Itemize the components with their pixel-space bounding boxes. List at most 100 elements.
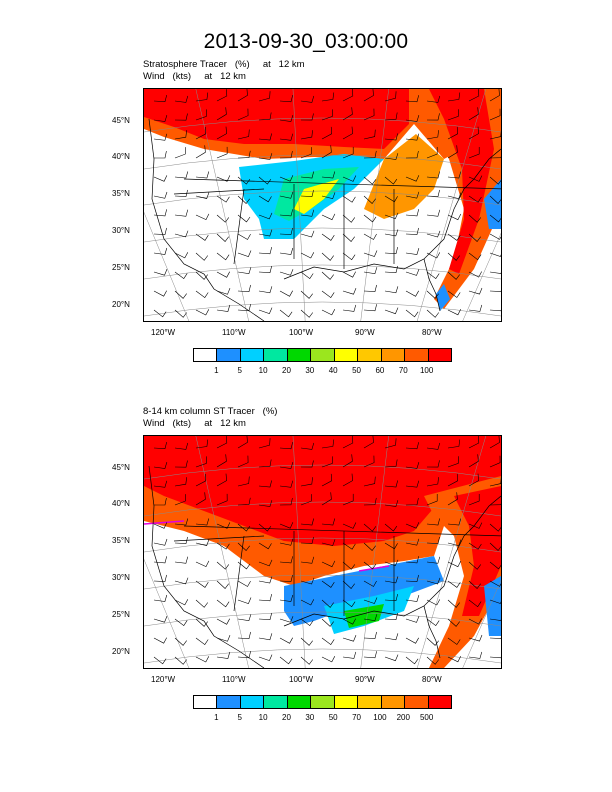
wind-barb bbox=[384, 307, 399, 315]
wind-barb bbox=[405, 191, 420, 199]
colorbar-label: 70 bbox=[352, 713, 361, 722]
wind-barb bbox=[174, 599, 189, 606]
wind-barb bbox=[216, 651, 231, 659]
wind-barb bbox=[342, 175, 357, 182]
wind-barb bbox=[216, 493, 228, 506]
panel-2-field bbox=[144, 436, 501, 668]
panel-1-map bbox=[143, 88, 502, 322]
wind-barb bbox=[153, 480, 168, 488]
wind-barb bbox=[384, 229, 399, 237]
latitude-tick-label: 35°N bbox=[112, 189, 130, 198]
wind-barb bbox=[363, 651, 377, 659]
colorbar-label: 200 bbox=[396, 713, 410, 722]
wind-barb bbox=[195, 309, 210, 316]
wind-barb bbox=[468, 233, 481, 242]
wind-barb bbox=[174, 536, 188, 544]
wind-barb bbox=[447, 637, 461, 645]
wind-barb bbox=[195, 439, 209, 449]
panel-2-map bbox=[143, 435, 502, 669]
wind-barb bbox=[195, 290, 209, 299]
wind-barb bbox=[153, 522, 168, 529]
colorbar-swatch bbox=[216, 349, 240, 361]
figure-title: 2013-09-30_03:00:00 bbox=[203, 30, 409, 53]
wind-barb bbox=[426, 460, 440, 468]
latitude-tick-label: 25°N bbox=[112, 263, 130, 272]
coastlines bbox=[148, 118, 501, 321]
colorbar-label: 30 bbox=[305, 366, 315, 375]
wind-barb bbox=[279, 616, 294, 623]
wind-barb bbox=[342, 493, 354, 506]
wind-barb bbox=[195, 192, 210, 199]
wind-barb bbox=[489, 477, 501, 487]
wind-barb bbox=[216, 473, 227, 487]
wind-barb bbox=[174, 209, 189, 217]
wind-barb bbox=[216, 233, 229, 242]
wind-barb bbox=[174, 271, 188, 280]
panel-1-field bbox=[144, 89, 501, 321]
wind-barb bbox=[300, 536, 314, 544]
wind-barb bbox=[237, 267, 252, 275]
wind-barb bbox=[468, 599, 482, 608]
wind-barb bbox=[174, 577, 189, 585]
wind-barb bbox=[300, 147, 312, 159]
wind-barb bbox=[237, 150, 251, 159]
wind-barb bbox=[279, 480, 294, 488]
wind-barb bbox=[426, 113, 440, 121]
colorbar-swatch bbox=[427, 696, 451, 708]
wind-barb bbox=[279, 462, 294, 469]
wind-barb bbox=[216, 561, 230, 570]
wind-barb bbox=[258, 480, 272, 488]
wind-barb bbox=[426, 209, 441, 217]
wind-barb bbox=[216, 542, 230, 550]
wind-barb bbox=[447, 439, 461, 449]
colorbar-label: 50 bbox=[352, 366, 361, 375]
wind-barb bbox=[279, 556, 293, 564]
wind-barb bbox=[342, 651, 357, 659]
wind-barb bbox=[279, 309, 293, 318]
colorbar-label: 30 bbox=[305, 713, 315, 722]
wind-barb bbox=[153, 656, 167, 665]
latitude-tick-label: 40°N bbox=[112, 499, 130, 508]
wind-barb bbox=[363, 436, 374, 449]
wind-barb bbox=[342, 271, 356, 278]
wind-barb bbox=[300, 309, 314, 318]
wind-barb bbox=[258, 500, 273, 507]
wind-barb bbox=[321, 439, 335, 449]
wind-barb bbox=[342, 252, 356, 261]
colorbar-label: 60 bbox=[375, 366, 385, 375]
wind-barb bbox=[279, 442, 293, 450]
wind-barb bbox=[363, 195, 376, 204]
wind-barb bbox=[174, 230, 189, 238]
wind-barb bbox=[405, 95, 419, 103]
wind-barb bbox=[426, 252, 441, 259]
wind-barb bbox=[447, 518, 462, 526]
longitude-tick-label: 100°W bbox=[289, 328, 314, 337]
colorbar-label: 10 bbox=[258, 366, 268, 375]
wind-barb bbox=[216, 436, 228, 449]
wind-barb bbox=[216, 126, 227, 140]
wind-barb bbox=[405, 637, 419, 644]
wind-barb bbox=[468, 252, 482, 261]
wind-barb bbox=[174, 309, 188, 318]
wind-barb bbox=[237, 284, 251, 293]
wind-barb bbox=[447, 109, 459, 121]
colorbar-swatch bbox=[194, 349, 217, 361]
tracer-region bbox=[364, 134, 444, 219]
wind-barb bbox=[279, 498, 293, 506]
wind-barb bbox=[153, 133, 168, 141]
wind-barb bbox=[342, 522, 357, 529]
wind-barb bbox=[237, 129, 250, 140]
wind-barb bbox=[447, 290, 461, 298]
wind-barb bbox=[237, 561, 251, 570]
panel-2-title: 8-14 km column ST Tracer (%) bbox=[143, 406, 278, 417]
wind-barb bbox=[174, 130, 187, 140]
wind-barb bbox=[405, 480, 420, 488]
wind-barb bbox=[468, 214, 482, 223]
wind-barb bbox=[489, 130, 501, 140]
wind-barb bbox=[363, 284, 377, 292]
tracer-region bbox=[294, 179, 339, 214]
wind-barb bbox=[153, 442, 167, 450]
wind-barb bbox=[426, 130, 439, 140]
wind-barb bbox=[174, 113, 188, 121]
wind-barb bbox=[489, 436, 500, 449]
